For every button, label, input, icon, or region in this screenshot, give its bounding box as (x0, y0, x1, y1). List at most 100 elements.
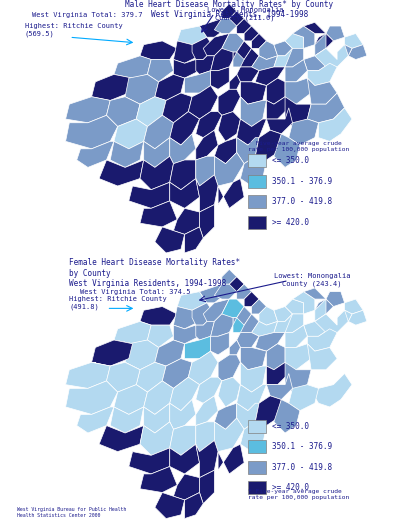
Polygon shape (348, 310, 367, 325)
Polygon shape (285, 48, 304, 67)
Polygon shape (218, 377, 241, 407)
Polygon shape (125, 74, 158, 104)
Polygon shape (259, 41, 278, 59)
Polygon shape (285, 343, 311, 370)
Polygon shape (144, 138, 170, 167)
Polygon shape (99, 160, 144, 186)
Polygon shape (196, 396, 218, 426)
Polygon shape (285, 325, 307, 348)
Polygon shape (229, 11, 244, 26)
Polygon shape (267, 97, 289, 119)
Text: <= 350.0: <= 350.0 (272, 156, 309, 165)
Polygon shape (211, 332, 229, 355)
Polygon shape (196, 321, 214, 340)
Polygon shape (114, 385, 147, 414)
Polygon shape (162, 359, 192, 388)
Polygon shape (307, 373, 352, 407)
FancyBboxPatch shape (248, 440, 267, 453)
Polygon shape (337, 310, 352, 325)
Polygon shape (136, 362, 166, 392)
Polygon shape (140, 201, 177, 227)
Polygon shape (211, 48, 233, 70)
Polygon shape (307, 343, 337, 370)
Polygon shape (214, 284, 237, 299)
Polygon shape (315, 34, 334, 48)
Polygon shape (274, 314, 296, 332)
Polygon shape (203, 299, 229, 321)
Polygon shape (285, 78, 311, 104)
Polygon shape (304, 48, 330, 70)
Polygon shape (155, 492, 185, 519)
Polygon shape (214, 403, 237, 429)
Polygon shape (174, 208, 200, 235)
Polygon shape (241, 348, 267, 370)
Polygon shape (237, 284, 252, 299)
Polygon shape (233, 52, 244, 67)
Polygon shape (170, 134, 196, 164)
Polygon shape (307, 93, 345, 123)
FancyBboxPatch shape (248, 461, 267, 474)
Text: Highest: Ritchie County
(491.8): Highest: Ritchie County (491.8) (69, 296, 167, 310)
Polygon shape (252, 321, 278, 336)
Polygon shape (140, 156, 174, 190)
Polygon shape (315, 299, 334, 314)
FancyBboxPatch shape (248, 216, 267, 229)
Polygon shape (274, 307, 292, 321)
Polygon shape (107, 97, 140, 126)
Text: >= 420.0: >= 420.0 (272, 218, 309, 227)
Polygon shape (162, 93, 192, 123)
Polygon shape (315, 299, 326, 321)
Polygon shape (237, 403, 259, 429)
Polygon shape (285, 299, 304, 314)
Polygon shape (255, 130, 281, 160)
Polygon shape (252, 299, 267, 314)
Polygon shape (174, 59, 200, 78)
Polygon shape (192, 303, 214, 325)
Polygon shape (92, 340, 132, 366)
Polygon shape (170, 426, 196, 456)
Polygon shape (222, 299, 244, 318)
Text: * Five-year average crude
rate per 100,000 population: * Five-year average crude rate per 100,0… (248, 489, 349, 500)
Polygon shape (229, 277, 244, 291)
Polygon shape (348, 45, 367, 59)
Polygon shape (214, 153, 244, 186)
Polygon shape (237, 48, 259, 67)
Polygon shape (237, 385, 267, 411)
FancyBboxPatch shape (248, 175, 267, 188)
Polygon shape (92, 340, 132, 366)
Polygon shape (114, 321, 151, 343)
Polygon shape (252, 56, 278, 70)
Polygon shape (140, 307, 177, 325)
Polygon shape (218, 89, 241, 115)
Text: 377.0 - 419.8: 377.0 - 419.8 (272, 463, 332, 472)
Polygon shape (170, 112, 200, 145)
Polygon shape (237, 67, 259, 82)
Polygon shape (170, 400, 196, 429)
Polygon shape (233, 307, 252, 325)
Polygon shape (185, 492, 203, 519)
Polygon shape (174, 41, 200, 63)
Polygon shape (229, 74, 241, 89)
Polygon shape (140, 41, 177, 59)
Polygon shape (147, 59, 174, 82)
Polygon shape (285, 97, 311, 126)
Polygon shape (255, 332, 285, 351)
Polygon shape (140, 422, 174, 456)
Polygon shape (222, 34, 244, 52)
Polygon shape (285, 314, 304, 332)
Polygon shape (337, 45, 352, 59)
Polygon shape (307, 329, 337, 351)
Polygon shape (237, 18, 252, 34)
Polygon shape (318, 108, 352, 141)
Polygon shape (65, 381, 118, 414)
Polygon shape (315, 310, 348, 332)
Text: Highest: Ritchie County
(569.5): Highest: Ritchie County (569.5) (25, 23, 122, 36)
Polygon shape (196, 112, 222, 138)
Polygon shape (229, 340, 241, 355)
Polygon shape (237, 119, 267, 145)
Polygon shape (307, 78, 337, 104)
Polygon shape (267, 343, 285, 370)
Polygon shape (222, 4, 237, 18)
Text: West Virginia Total: 374.5: West Virginia Total: 374.5 (81, 289, 191, 295)
Polygon shape (252, 34, 267, 48)
